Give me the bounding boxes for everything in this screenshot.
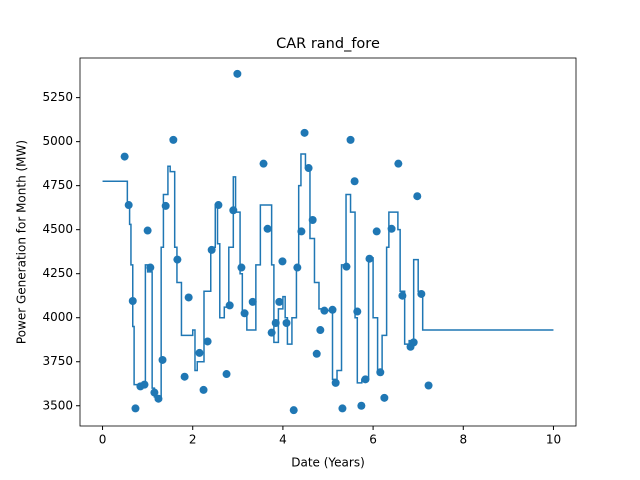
scatter-point <box>237 263 246 272</box>
x-axis-label: Date (Years) <box>291 456 365 470</box>
y-tick-label: 5000 <box>42 134 73 148</box>
y-tick-label: 4750 <box>42 178 73 192</box>
x-tick-label: 8 <box>459 433 467 447</box>
scatter-point <box>161 201 170 210</box>
scatter-point <box>263 224 272 233</box>
scatter-point <box>267 328 276 337</box>
x-tick-label: 0 <box>99 433 107 447</box>
chart-title: CAR rand_fore <box>276 36 380 52</box>
y-axis-label: Power Generation for Month (MW) <box>15 140 29 344</box>
scatter-point <box>328 305 337 314</box>
scatter-point <box>275 297 284 306</box>
scatter-point <box>240 309 249 318</box>
scatter-point <box>289 406 298 415</box>
scatter-point <box>214 201 223 210</box>
scatter-point <box>350 177 359 186</box>
scatter-point <box>342 262 351 271</box>
y-tick-label: 3750 <box>42 354 73 368</box>
scatter-point <box>312 349 321 358</box>
step-line <box>102 153 554 398</box>
y-tick-label: 5250 <box>42 90 73 104</box>
scatter-point <box>417 289 426 298</box>
scatter-point <box>128 296 137 305</box>
scatter-point <box>140 380 149 389</box>
scatter-point <box>376 368 385 377</box>
scatter-point <box>398 291 407 300</box>
scatter-point <box>282 318 291 327</box>
x-tick-label: 4 <box>279 433 287 447</box>
y-tick-label: 3500 <box>42 398 73 412</box>
scatter-point <box>346 135 355 144</box>
scatter-point <box>278 257 287 266</box>
x-tick-label: 2 <box>189 433 197 447</box>
scatter-point <box>248 297 257 306</box>
y-tick-label: 4000 <box>42 310 73 324</box>
scatter-point <box>353 307 362 316</box>
scatter-point <box>195 348 204 357</box>
scatter-point <box>180 372 189 381</box>
scatter-point <box>225 301 234 310</box>
y-tick-label: 4500 <box>42 222 73 236</box>
scatter-point <box>300 128 309 137</box>
scatter-point <box>365 254 374 263</box>
scatter-point <box>120 152 129 161</box>
scatter-point <box>124 201 133 210</box>
scatter-point <box>143 226 152 235</box>
scatter-point <box>203 337 212 346</box>
scatter-point <box>293 263 302 272</box>
scatter-point <box>207 245 216 254</box>
scatter-point <box>297 227 306 236</box>
scatter-point <box>372 227 381 236</box>
scatter-point <box>184 293 193 302</box>
scatter-point <box>158 355 167 364</box>
scatter-point <box>331 378 340 387</box>
plot-frame <box>79 57 577 427</box>
scatter-point <box>394 159 403 168</box>
scatter-point <box>150 388 159 397</box>
scatter-point <box>316 326 325 335</box>
x-tick-label: 10 <box>546 433 561 447</box>
scatter-point <box>222 370 231 379</box>
scatter-point <box>271 318 280 327</box>
scatter-point <box>357 401 366 410</box>
y-tick-label: 4250 <box>42 266 73 280</box>
scatter-point <box>361 375 370 384</box>
scatter-point <box>169 135 178 144</box>
scatter-point <box>154 394 163 403</box>
scatter-point <box>409 338 418 347</box>
scatter-point <box>320 306 329 315</box>
scatter-point <box>146 263 155 272</box>
scatter-point <box>338 404 347 413</box>
scatter-point <box>173 255 182 264</box>
scatter-point <box>387 224 396 233</box>
x-tick-label: 6 <box>369 433 377 447</box>
scatter-point <box>413 192 422 201</box>
scatter-point <box>229 206 238 215</box>
scatter-point <box>131 404 140 413</box>
scatter-point <box>304 164 313 173</box>
scatter-point <box>308 215 317 224</box>
scatter-point <box>424 381 433 390</box>
scatter-point <box>233 69 242 78</box>
scatter-point <box>380 393 389 402</box>
scatter-point <box>199 385 208 394</box>
scatter-point <box>259 159 268 168</box>
